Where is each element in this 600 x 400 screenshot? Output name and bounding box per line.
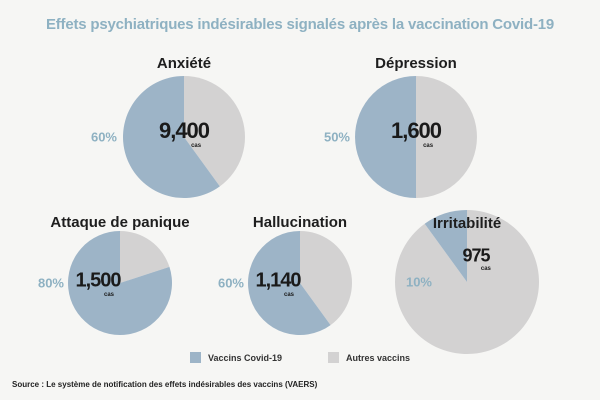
pie-slice-covid-0 <box>122 76 220 199</box>
pie-slice-other-2 <box>120 231 170 283</box>
legend-item-other: Autres vaccins <box>328 352 410 363</box>
pie-title-2: Attaque de panique <box>50 214 190 231</box>
pie-title-0: Anxiété <box>156 55 212 72</box>
legend-label-other: Autres vaccins <box>346 352 411 363</box>
pie-cases-3: 1,140 <box>255 269 301 292</box>
pie-cases-1: 1,600 <box>390 118 442 143</box>
pie-slice-covid-4 <box>424 210 467 282</box>
pie-slice-covid-1 <box>355 76 416 198</box>
pie-percent-2: 80% <box>37 275 64 291</box>
pie-percent-3: 60% <box>217 275 244 291</box>
legend-label-covid: Vaccins Covid-19 <box>208 352 283 363</box>
pie-slice-other-3 <box>300 231 352 326</box>
pie-slice-covid-3 <box>248 231 331 336</box>
pie-slice-other-4 <box>395 210 539 355</box>
legend-item-covid: Vaccins Covid-19 <box>190 352 282 363</box>
pie-slice-other-1 <box>416 76 477 198</box>
page-title: Effets psychiatriques indésirables signa… <box>45 16 555 33</box>
pie-cases-2: 1,500 <box>75 269 121 292</box>
pie-cases-unit-2: cas <box>103 292 115 298</box>
pie-cases-unit-3: cas <box>283 292 295 298</box>
legend-swatch-covid <box>190 352 201 363</box>
pie-title-1: Dépression <box>375 55 457 72</box>
pie-cases-0: 9,400 <box>158 118 210 143</box>
pie-title-4: Irritabilité <box>432 215 502 232</box>
pie-cases-unit-4: cas <box>480 265 491 272</box>
pie-title-3: Hallucination <box>252 214 348 231</box>
pie-percent-1: 50% <box>323 129 350 145</box>
source-note: Source : Le système de notification des … <box>12 380 318 389</box>
pie-cases-4: 975 <box>462 245 490 266</box>
pie-cases-unit-1: cas <box>423 143 434 150</box>
pie-slice-other-0 <box>184 76 246 187</box>
pie-percent-4: 10% <box>405 274 432 290</box>
pie-cases-unit-0: cas <box>191 143 202 150</box>
legend-swatch-other <box>328 352 339 363</box>
pie-percent-0: 60% <box>90 129 117 145</box>
pie-slice-covid-2 <box>68 231 173 335</box>
